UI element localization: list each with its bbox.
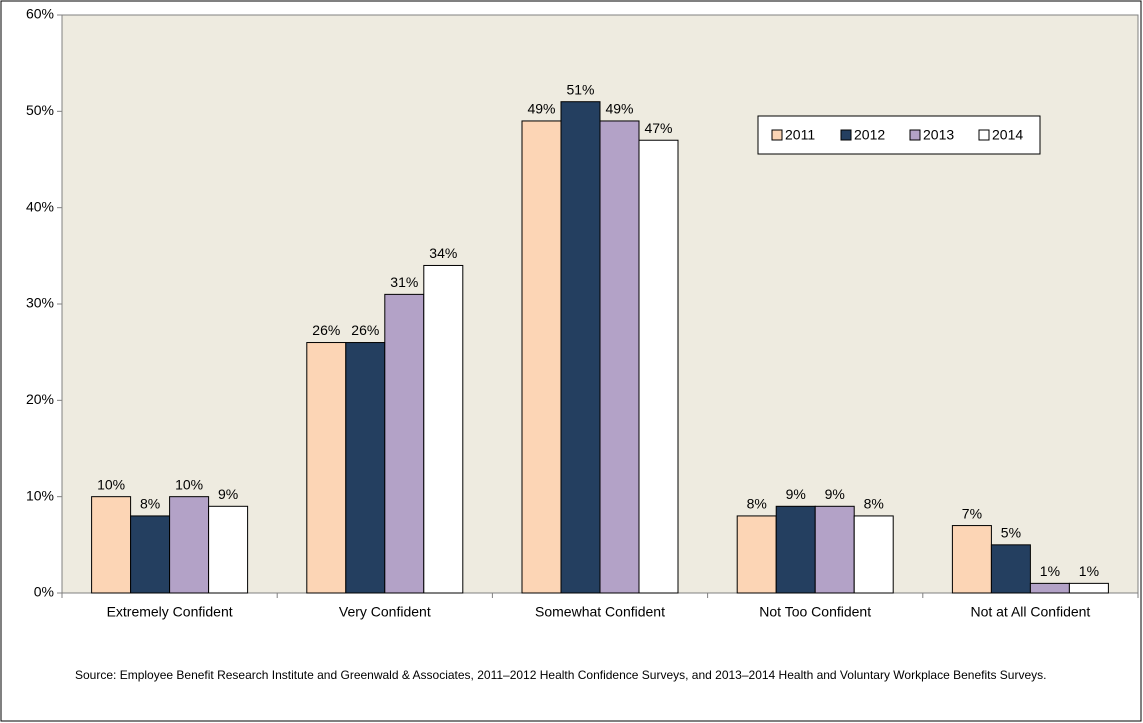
bar — [990, 544, 1031, 594]
value-label: 7% — [962, 505, 982, 521]
value-label: 10% — [175, 476, 203, 492]
y-tick-label: 30% — [26, 295, 54, 311]
value-label: 49% — [527, 101, 555, 117]
bar — [130, 515, 171, 594]
bar — [775, 505, 816, 594]
x-tick-label: Not at All Confident — [970, 604, 1090, 620]
value-label: 10% — [97, 476, 125, 492]
bar — [208, 505, 249, 594]
bar — [560, 101, 601, 594]
legend-label: 2012 — [854, 127, 885, 143]
bar — [951, 525, 992, 594]
value-label: 8% — [864, 496, 884, 512]
y-tick-label: 0% — [34, 584, 54, 600]
y-tick-label: 10% — [26, 487, 54, 503]
x-tick-label: Extremely Confident — [107, 604, 233, 620]
value-label: 49% — [605, 101, 633, 117]
bar — [736, 515, 777, 594]
y-tick-label: 20% — [26, 391, 54, 407]
y-tick-label: 40% — [26, 198, 54, 214]
value-label: 8% — [747, 496, 767, 512]
legend-label: 2014 — [992, 127, 1023, 143]
value-label: 26% — [312, 322, 340, 338]
bar — [853, 515, 894, 594]
bar — [345, 342, 386, 594]
value-label: 9% — [218, 486, 238, 502]
source-note: Source: Employee Benefit Research Instit… — [75, 668, 1047, 682]
legend-swatch — [771, 129, 783, 141]
value-label: 9% — [825, 486, 845, 502]
legend-swatch — [978, 129, 990, 141]
bar — [1029, 582, 1070, 594]
value-label: 5% — [1001, 525, 1021, 541]
bar — [91, 496, 132, 594]
bar — [384, 293, 425, 594]
legend-label: 2013 — [923, 127, 954, 143]
bar — [814, 505, 855, 594]
y-tick-label: 60% — [26, 6, 54, 22]
bar — [169, 496, 210, 594]
bar — [306, 342, 347, 594]
value-label: 26% — [351, 322, 379, 338]
bar — [423, 264, 464, 594]
x-tick-label: Very Confident — [339, 604, 431, 620]
legend-label: 2011 — [785, 127, 815, 143]
value-label: 31% — [390, 274, 418, 290]
value-label: 34% — [429, 245, 457, 261]
value-label: 47% — [644, 120, 672, 136]
value-label: 9% — [786, 486, 806, 502]
bar — [1068, 582, 1109, 594]
x-tick-label: Somewhat Confident — [535, 604, 665, 620]
value-label: 51% — [566, 81, 594, 97]
bar — [599, 120, 640, 594]
bar — [638, 139, 679, 594]
x-tick-label: Not Too Confident — [759, 604, 871, 620]
legend-swatch — [909, 129, 921, 141]
legend-swatch — [840, 129, 852, 141]
value-label: 8% — [140, 496, 160, 512]
bar — [521, 120, 562, 594]
y-tick-label: 50% — [26, 102, 54, 118]
value-label: 1% — [1079, 563, 1099, 579]
value-label: 1% — [1040, 563, 1060, 579]
legend-box — [757, 115, 1041, 155]
